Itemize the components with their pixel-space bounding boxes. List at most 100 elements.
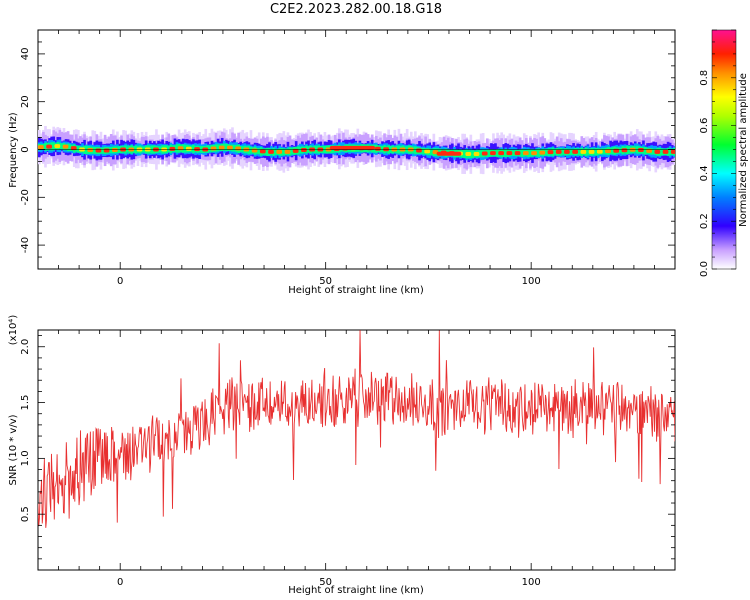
spectrogram-cell	[594, 147, 598, 156]
spectrogram-cell	[167, 146, 171, 153]
spectrogram-cell	[274, 148, 277, 155]
colorbar-tick-label: 0.0	[699, 261, 710, 277]
spectrogram-peak	[539, 150, 546, 155]
snr-frame	[37, 329, 676, 571]
spectrogram-cell	[471, 150, 475, 159]
spectrogram-peak	[498, 151, 505, 156]
spectrogram-peak	[38, 145, 44, 150]
spectrogram-cell	[488, 149, 491, 158]
spectrogram-peak	[87, 147, 94, 152]
spectrogram-peak	[605, 149, 611, 154]
spectrogram-cell	[537, 148, 540, 157]
spectrogram-cell	[520, 149, 524, 157]
spectrogram-peak	[185, 146, 192, 151]
spectrogram-peak	[670, 149, 675, 154]
spectrogram-cell	[85, 145, 88, 154]
spectrogram-peak	[564, 149, 570, 154]
spectrogram-peak	[580, 149, 587, 154]
snr-series-line	[38, 330, 675, 528]
spectrogram-cell	[479, 150, 483, 158]
spectrogram-cell	[561, 148, 565, 155]
spectrogram-cell	[208, 145, 212, 152]
spectrogram-xlabel: Height of straight line (km)	[288, 285, 424, 296]
spectrogram-cell	[216, 144, 220, 152]
snr-xlabel: Height of straight line (km)	[288, 585, 424, 596]
spectrogram-peak	[662, 149, 669, 154]
spectrogram-peak	[276, 149, 283, 154]
spectrogram-cell	[570, 148, 573, 156]
spectrogram-cell	[381, 145, 384, 153]
spectrogram-cell	[290, 148, 294, 155]
spectrogram-cell	[101, 147, 105, 154]
spectrogram-cell	[68, 144, 72, 152]
spectrogram-cell	[422, 147, 425, 155]
spectrogram-cell	[586, 148, 590, 156]
colorbar-tick-label: 0.8	[699, 70, 710, 86]
snr-axes: 0 50 100 0.5 1.0 1.5 2.0	[20, 330, 676, 588]
spectrogram-y-tick-label: -40	[20, 237, 31, 253]
spectrogram-panel: 0 50 100 -40 -20 0 20 40 Height of straight lin…	[8, 29, 676, 296]
spectrogram-peak	[251, 148, 258, 153]
spectrogram-cell	[627, 145, 631, 154]
spectrogram-cell	[496, 148, 499, 158]
spectrogram-peak	[555, 149, 562, 154]
spectrogram-peak	[416, 148, 422, 153]
spectrogram-cell	[603, 148, 606, 155]
colorbar-tick-label: 0.4	[699, 165, 710, 181]
spectrogram-cell	[60, 143, 64, 150]
spectrogram-axes: 0 50 100 -40 -20 0 20 40	[20, 29, 676, 287]
colorbar-axes: 0.0 0.2 0.4 0.6 0.8	[699, 29, 736, 277]
spectrogram-peak	[169, 146, 176, 151]
spectrogram-peak	[62, 144, 69, 149]
spectrogram-peak	[514, 151, 521, 156]
snr-y-tick-label: 0.5	[20, 506, 31, 522]
spectrogram-peak	[284, 149, 291, 154]
spectrogram-cell	[652, 148, 656, 155]
spectrogram-x-tick-label: 50	[319, 276, 332, 287]
spectrogram-peak	[522, 151, 529, 156]
spectrogram-cell	[430, 148, 434, 156]
spectrogram-cell	[52, 142, 56, 151]
spectrogram-peak	[473, 152, 480, 157]
snr-panel: 0 50 100 0.5 1.0 1.5 2.0 Height of straight li…	[8, 315, 676, 596]
spectrogram-cell	[109, 146, 113, 154]
spectrogram-cell	[463, 149, 466, 159]
spectrogram-cell	[619, 147, 623, 154]
spectrogram-x-tick-label: 0	[117, 276, 123, 287]
snr-ylabel: SNR (10 * v/v)	[8, 414, 19, 485]
spectrogram-peak	[654, 149, 661, 154]
colorbar-label: Normalized spectral amplitude	[738, 73, 749, 227]
spectrogram-peak	[103, 148, 110, 153]
spectrogram-peak	[54, 144, 61, 149]
spectrogram-peak	[46, 144, 52, 149]
spectrogram-peak	[424, 149, 431, 154]
spectrogram-peak	[292, 148, 299, 153]
colorbar-tick-label: 0.2	[699, 213, 710, 229]
spectrogram-peak	[95, 148, 102, 153]
spectrogram-cell	[414, 146, 417, 155]
snr-y-tick-label: 2.0	[20, 339, 31, 355]
spectrogram-cell	[578, 148, 582, 156]
spectrogram-peak	[547, 150, 554, 155]
spectrogram-peak	[227, 145, 233, 150]
spectrogram-cell	[249, 146, 253, 154]
spectrogram-peak	[506, 151, 513, 156]
spectrogram-peak	[374, 146, 381, 151]
spectrogram-peak	[572, 149, 579, 154]
spectrogram-peak	[235, 146, 242, 151]
spectrogram-cell	[298, 146, 302, 154]
spectrogram-y-tick-label: -20	[20, 189, 31, 205]
spectrogram-peak	[481, 151, 488, 156]
spectrogram-cell	[660, 148, 664, 156]
spectrogram-cell	[183, 144, 187, 153]
figure-title: C2E2.2023.282.00.18.G18	[270, 2, 442, 17]
spectrogram-peak	[531, 151, 537, 156]
spectrogram-peak	[259, 149, 266, 154]
spectrogram-y-tick-label: 0	[20, 146, 31, 152]
spectrogram-cell	[77, 145, 80, 153]
spectrogram-cell	[175, 144, 179, 153]
spectrogram-cell	[512, 150, 516, 156]
spectrogram-peak	[465, 152, 472, 157]
spectrogram-peak	[436, 151, 462, 156]
